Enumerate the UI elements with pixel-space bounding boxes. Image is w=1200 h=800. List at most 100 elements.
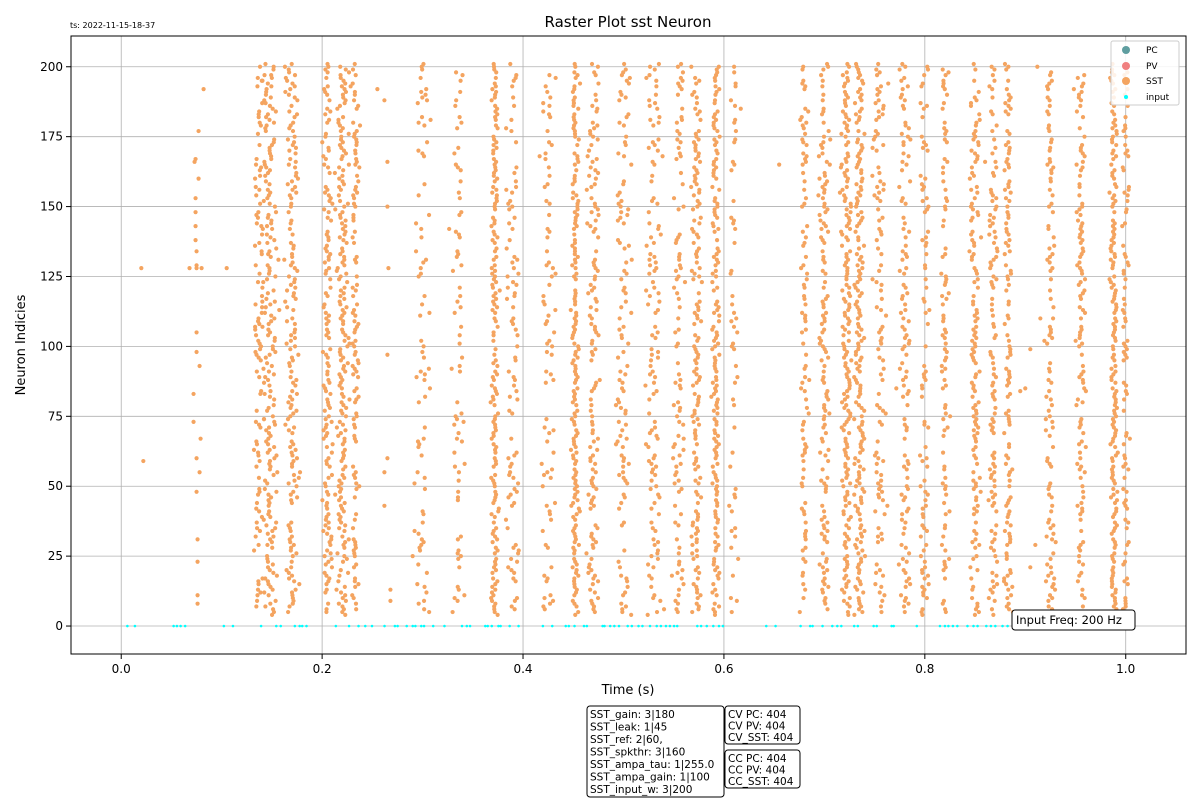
sst-spike xyxy=(352,517,357,522)
sst-spike xyxy=(493,489,498,494)
sst-spike xyxy=(1111,565,1116,570)
sst-spike xyxy=(941,179,946,184)
sst-spike xyxy=(903,243,908,248)
sst-spike xyxy=(1111,464,1116,469)
sst-spike xyxy=(514,595,520,601)
sst-spike xyxy=(922,73,927,78)
sst-spike xyxy=(902,609,907,615)
sst-spike xyxy=(324,316,329,321)
sst-spike xyxy=(880,324,885,329)
input-spike xyxy=(875,624,879,628)
sst-spike xyxy=(944,355,949,360)
sst-spike xyxy=(940,386,945,391)
sst-spike xyxy=(1077,344,1082,349)
sst-spike xyxy=(595,64,601,69)
sst-spike xyxy=(286,162,291,167)
sst-spike xyxy=(357,123,363,128)
sst-spike xyxy=(261,380,267,385)
sst-spike xyxy=(878,198,883,204)
sst-spike xyxy=(972,313,977,318)
sst-spike xyxy=(900,249,905,254)
sst-spike xyxy=(845,554,850,559)
sst-spike xyxy=(801,475,806,480)
sst-spike xyxy=(265,263,270,268)
sst-spike xyxy=(335,551,340,556)
input-spike xyxy=(179,624,182,628)
sst-spike xyxy=(340,226,345,232)
sst-spike xyxy=(326,265,332,271)
sst-spike xyxy=(844,389,850,394)
sst-spike xyxy=(449,366,454,371)
input-spike xyxy=(300,624,304,628)
sst-spike xyxy=(1113,154,1119,159)
sst-spike xyxy=(1077,193,1082,198)
sst-spike xyxy=(353,288,358,293)
sst-spike xyxy=(321,383,326,388)
sst-spike xyxy=(323,67,328,72)
sst-spike xyxy=(942,523,948,528)
sst-spike xyxy=(803,313,808,318)
sst-spike xyxy=(489,265,494,271)
sst-spike xyxy=(576,106,581,111)
x-axis-label: Time (s) xyxy=(601,683,655,698)
sst-spike xyxy=(540,484,545,489)
sst-spike xyxy=(292,321,297,327)
sst-spike xyxy=(691,581,696,587)
sst-spike xyxy=(352,319,357,324)
sst-spike xyxy=(842,531,847,536)
sst-spike xyxy=(977,112,982,117)
sst-spike xyxy=(847,500,852,506)
plot-frame xyxy=(70,35,1187,655)
sst-spike xyxy=(715,128,720,134)
sst-spike xyxy=(906,389,911,394)
sst-spike xyxy=(1048,556,1053,562)
sst-spike xyxy=(846,408,851,413)
sst-spike xyxy=(491,156,496,162)
sst-spike xyxy=(288,123,293,128)
sst-spike xyxy=(657,299,662,304)
sst-spike xyxy=(843,134,848,139)
sst-spike xyxy=(340,210,345,215)
sst-spike xyxy=(674,607,679,612)
sst-spike xyxy=(943,403,948,408)
sst-spike xyxy=(877,170,882,176)
input-spike xyxy=(422,624,426,628)
sst-spike xyxy=(973,545,978,550)
sst-spike xyxy=(977,475,982,480)
input-spike xyxy=(431,624,435,628)
sst-spike xyxy=(1122,221,1128,226)
sst-spike xyxy=(652,375,658,380)
input-spike xyxy=(126,624,129,628)
sst-spike xyxy=(1077,554,1082,559)
sst-spike xyxy=(817,335,822,341)
sst-spike xyxy=(732,347,737,352)
sst-spike xyxy=(715,109,720,114)
sst-spike xyxy=(902,453,907,458)
sst-spike xyxy=(728,98,734,103)
sst-spike xyxy=(1081,369,1086,374)
sst-spike xyxy=(989,64,994,69)
sst-spike xyxy=(1075,263,1080,268)
sst-spike xyxy=(350,526,356,531)
sst-spike xyxy=(254,506,259,511)
sst-spike xyxy=(1112,182,1118,187)
sst-spike xyxy=(452,310,457,315)
sst-spike xyxy=(293,151,298,156)
sst-spike xyxy=(339,408,344,413)
sst-spike xyxy=(329,565,335,570)
sst-spike xyxy=(284,319,290,324)
sst-spike xyxy=(261,417,267,422)
sst-spike xyxy=(1045,456,1050,461)
sst-spike xyxy=(973,537,978,542)
sst-spike xyxy=(941,101,946,106)
sst-spike xyxy=(1078,279,1083,285)
sst-spike xyxy=(421,260,426,265)
sst-spike xyxy=(881,103,886,109)
sst-spike xyxy=(263,375,268,380)
sst-spike xyxy=(975,154,980,159)
sst-spike xyxy=(1005,210,1010,215)
sst-spike xyxy=(343,593,348,598)
sst-spike xyxy=(587,313,592,318)
sst-spike xyxy=(423,92,428,97)
sst-spike xyxy=(710,271,715,276)
